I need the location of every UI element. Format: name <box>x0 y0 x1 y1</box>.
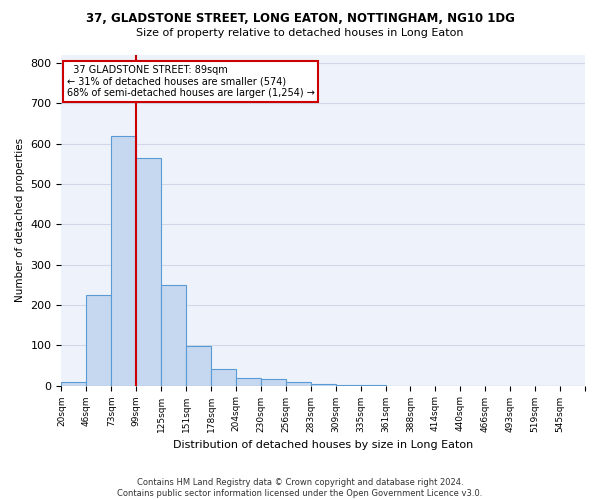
Text: Size of property relative to detached houses in Long Eaton: Size of property relative to detached ho… <box>136 28 464 38</box>
Text: 37, GLADSTONE STREET, LONG EATON, NOTTINGHAM, NG10 1DG: 37, GLADSTONE STREET, LONG EATON, NOTTIN… <box>86 12 514 26</box>
Bar <box>286 382 311 386</box>
Bar <box>136 158 161 386</box>
Bar <box>161 285 186 386</box>
Y-axis label: Number of detached properties: Number of detached properties <box>15 138 25 302</box>
Bar <box>186 346 211 386</box>
Bar <box>61 382 86 386</box>
Bar <box>236 378 261 386</box>
Bar <box>86 295 111 386</box>
Text: 37 GLADSTONE STREET: 89sqm
← 31% of detached houses are smaller (574)
68% of sem: 37 GLADSTONE STREET: 89sqm ← 31% of deta… <box>67 65 314 98</box>
Bar <box>111 136 136 386</box>
Bar <box>261 378 286 386</box>
Text: Contains HM Land Registry data © Crown copyright and database right 2024.
Contai: Contains HM Land Registry data © Crown c… <box>118 478 482 498</box>
Bar <box>211 368 236 386</box>
Bar <box>335 385 361 386</box>
X-axis label: Distribution of detached houses by size in Long Eaton: Distribution of detached houses by size … <box>173 440 473 450</box>
Bar <box>311 384 335 386</box>
